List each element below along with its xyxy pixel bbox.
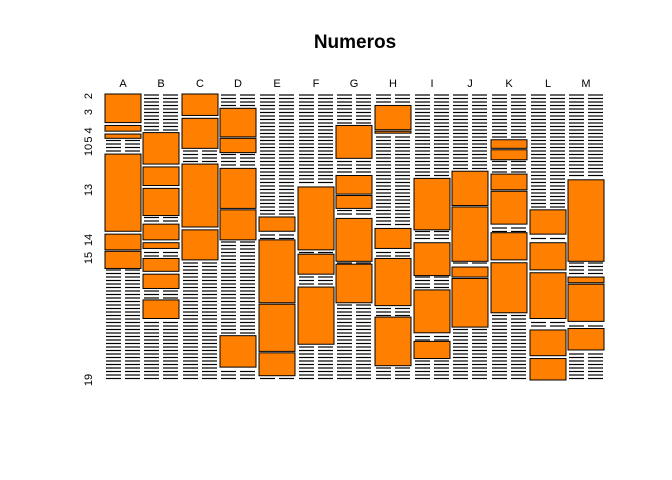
row-label-7: 19 xyxy=(83,374,95,386)
tile-D-2 xyxy=(219,167,257,209)
tile-H-1 xyxy=(374,130,412,134)
column-label-G: G xyxy=(350,78,359,90)
tile-M-3 xyxy=(567,328,605,351)
tile-B-3 xyxy=(142,223,180,241)
column-label-K: K xyxy=(505,78,513,90)
tile-F-2 xyxy=(297,286,335,345)
tile-L-1 xyxy=(529,242,567,271)
tile-A-4 xyxy=(104,233,142,251)
column-label-L: L xyxy=(545,78,551,90)
column-labels: A B C D E F G H I J K L M xyxy=(119,78,590,90)
tile-L-2 xyxy=(529,272,567,320)
column-label-A: A xyxy=(119,78,127,90)
tile-I-0 xyxy=(413,177,451,231)
tile-K-2 xyxy=(490,173,528,191)
tile-H-3 xyxy=(374,257,412,307)
tile-I-1 xyxy=(413,242,451,277)
tile-I-3 xyxy=(413,340,451,360)
tile-H-4 xyxy=(374,316,412,367)
tile-A-5 xyxy=(104,250,142,269)
tile-E-2 xyxy=(258,303,296,352)
tile-B-2 xyxy=(142,187,180,217)
tile-A-2 xyxy=(104,133,142,139)
row-label-1: 3 xyxy=(83,109,95,115)
column-label-D: D xyxy=(234,78,242,90)
tile-L-3 xyxy=(529,329,567,357)
tile-B-5 xyxy=(142,257,180,272)
tile-J-2 xyxy=(451,266,489,278)
tile-G-2 xyxy=(335,195,373,209)
tile-E-1 xyxy=(258,239,296,304)
tile-C-2 xyxy=(181,163,219,228)
row-label-4: 13 xyxy=(83,184,95,196)
tile-G-4 xyxy=(335,263,373,304)
tile-E-3 xyxy=(258,352,296,377)
tile-E-0 xyxy=(258,216,296,232)
tile-H-2 xyxy=(374,227,412,249)
tile-J-1 xyxy=(451,206,489,262)
row-label-6: 15 xyxy=(83,252,95,264)
tile-D-1 xyxy=(219,137,257,154)
column-label-J: J xyxy=(467,78,473,90)
tile-K-0 xyxy=(490,139,528,149)
tile-F-0 xyxy=(297,186,335,251)
tile-D-0 xyxy=(219,107,257,138)
tile-G-0 xyxy=(335,124,373,159)
column-label-E: E xyxy=(273,78,280,90)
row-label-0: 2 xyxy=(83,93,95,99)
tile-J-0 xyxy=(451,170,489,207)
tile-K-5 xyxy=(490,262,528,314)
tile-C-0 xyxy=(181,93,219,116)
row-label-5: 14 xyxy=(83,234,95,246)
tile-I-2 xyxy=(413,289,451,334)
tile-K-4 xyxy=(490,232,528,261)
tile-G-3 xyxy=(335,217,373,262)
empty-cell-stripes xyxy=(106,94,603,380)
tile-M-0 xyxy=(567,179,605,262)
row-labels: 2 3 5 4 10 13 14 15 19 xyxy=(83,93,95,386)
tile-B-1 xyxy=(142,166,180,187)
tile-G-1 xyxy=(335,175,373,195)
tile-K-3 xyxy=(490,190,528,225)
tile-C-1 xyxy=(181,117,219,149)
tile-H-0 xyxy=(374,104,412,131)
mosaic-tiles xyxy=(104,93,605,381)
tile-M-2 xyxy=(567,283,605,322)
column-label-H: H xyxy=(389,78,397,90)
tile-F-1 xyxy=(297,253,335,275)
tile-D-4 xyxy=(219,335,257,368)
tile-M-1 xyxy=(567,276,605,284)
tile-A-0 xyxy=(104,93,142,124)
row-label-2: 5 4 xyxy=(83,127,95,142)
tile-B-0 xyxy=(142,132,180,165)
column-label-M: M xyxy=(581,78,590,90)
column-label-I: I xyxy=(430,78,433,90)
tile-B-4 xyxy=(142,242,180,249)
row-label-3: 10 xyxy=(83,144,95,156)
tile-A-3 xyxy=(104,153,142,232)
tile-D-3 xyxy=(219,209,257,241)
column-label-C: C xyxy=(196,78,204,90)
tile-B-7 xyxy=(142,299,180,320)
column-label-F: F xyxy=(313,78,320,90)
tile-J-3 xyxy=(451,277,489,328)
tile-B-6 xyxy=(142,273,180,289)
chart-title: Numeros xyxy=(314,32,396,53)
tile-L-0 xyxy=(529,209,567,235)
column-label-B: B xyxy=(157,78,164,90)
tile-A-1 xyxy=(104,124,142,132)
tile-L-4 xyxy=(529,358,567,381)
tile-C-3 xyxy=(181,229,219,261)
tile-K-1 xyxy=(490,149,528,161)
